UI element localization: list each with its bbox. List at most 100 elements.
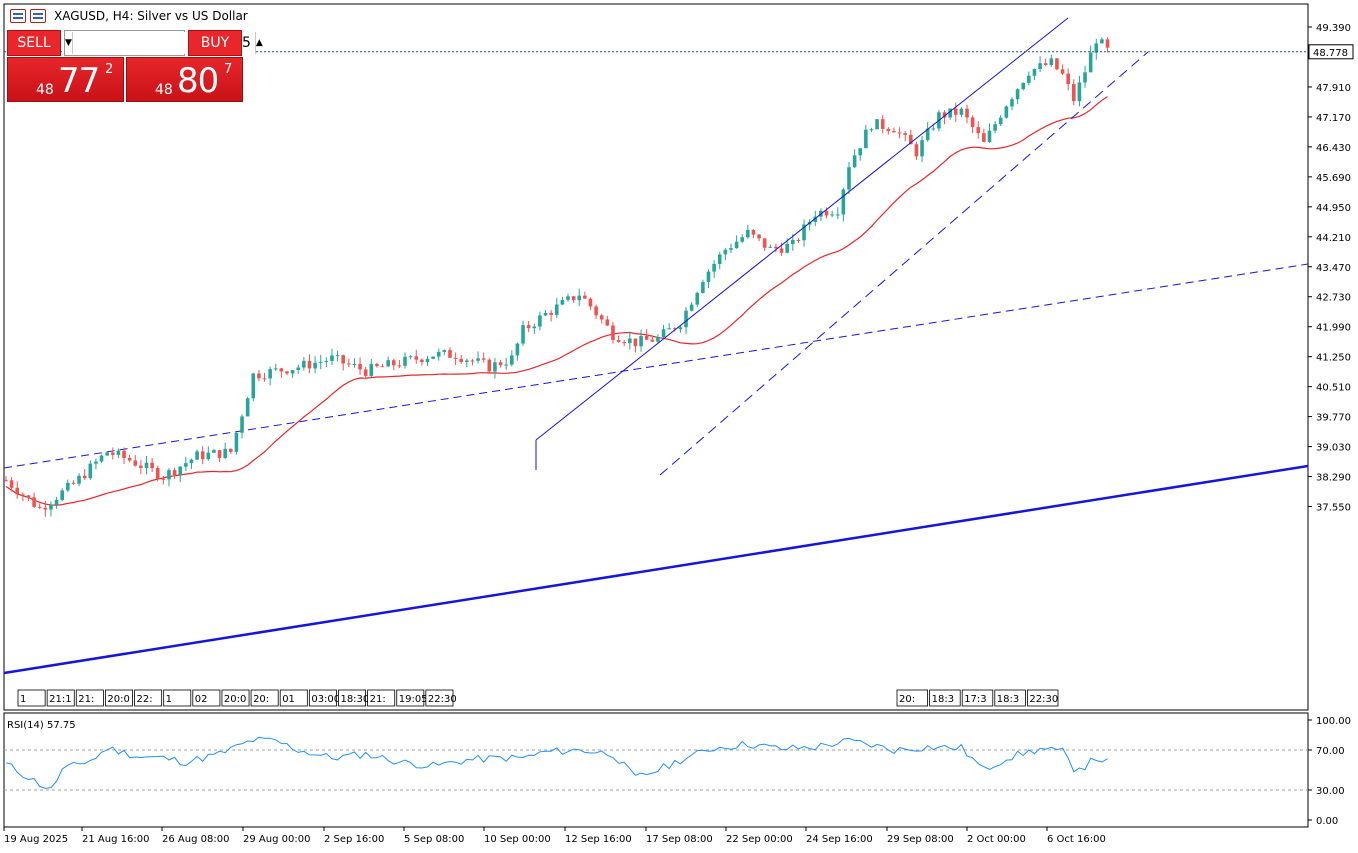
sell-price-button[interactable]: 48 77 2 <box>7 57 124 102</box>
channel-mid-line <box>659 51 1149 476</box>
time-tick-label: 29 Sep 08:00 <box>887 834 954 845</box>
candle-body <box>375 363 379 367</box>
candle-body <box>453 357 458 359</box>
candle-body <box>195 451 199 460</box>
candle-body <box>982 133 986 142</box>
price-tick-label: 39.030 <box>1316 443 1351 454</box>
candle-body <box>139 465 143 468</box>
menu-icon[interactable] <box>10 9 26 23</box>
candle-body <box>358 363 362 370</box>
candle-body <box>391 360 396 366</box>
price-tick-label: 40.510 <box>1316 383 1351 394</box>
candle-body <box>66 482 70 491</box>
candle-body <box>931 128 936 130</box>
candle-body <box>869 129 874 131</box>
candle-body <box>470 360 475 362</box>
session-label-box <box>1027 689 1059 707</box>
candle-body <box>689 304 694 311</box>
candle-body <box>656 336 660 342</box>
candle-body <box>526 325 531 329</box>
candle-body <box>571 296 576 301</box>
candle-body <box>15 487 20 495</box>
candle-body <box>481 358 486 360</box>
candle-body <box>813 216 818 222</box>
candle-body <box>88 463 93 479</box>
sell-button[interactable]: SELL <box>7 30 61 56</box>
sell-price-small: 48 <box>36 82 54 98</box>
dashed-trendline <box>3 263 1309 469</box>
candle-body <box>408 356 413 358</box>
lot-size-control: ▼ ▲ <box>64 30 263 56</box>
session-label: 20: <box>253 694 269 705</box>
candle-body <box>667 328 671 330</box>
price-tick-label: 41.250 <box>1316 353 1351 364</box>
candle-body <box>543 312 548 316</box>
time-tick-label: 24 Sep 16:00 <box>806 834 873 845</box>
candle-body <box>1088 52 1093 73</box>
candle-body <box>1038 63 1042 70</box>
candle-body <box>212 450 216 453</box>
candle-body <box>920 140 924 157</box>
candle-body <box>751 229 756 235</box>
buy-price-big: 80 <box>177 61 219 101</box>
time-tick-label: 12 Sep 16:00 <box>565 834 632 845</box>
candle-body <box>504 364 508 366</box>
candle-body <box>4 480 8 482</box>
candle-body <box>802 224 806 241</box>
candle-body <box>251 373 256 399</box>
session-label: 17:3 <box>964 694 986 705</box>
candle-body <box>279 368 284 372</box>
candle-body <box>639 335 643 347</box>
session-label-box <box>250 689 279 707</box>
candle-body <box>257 373 261 379</box>
candle-body <box>150 462 154 468</box>
candle-body <box>240 416 244 433</box>
time-tick-label: 26 Aug 08:00 <box>162 834 229 845</box>
session-label-box <box>163 689 192 707</box>
time-tick-label: 5 Sep 08:00 <box>404 834 464 845</box>
price-tick-label: 42.730 <box>1316 293 1351 304</box>
candle-body <box>397 365 402 367</box>
time-tick-label: 10 Sep 00:00 <box>484 834 551 845</box>
candle-body <box>26 495 31 498</box>
decrease-lot-icon[interactable]: ▼ <box>65 38 72 48</box>
candle-body <box>127 457 132 461</box>
candle-body <box>678 327 683 330</box>
candle-body <box>1055 58 1059 70</box>
time-tick-label: 6 Oct 16:00 <box>1047 834 1106 845</box>
candle-body <box>532 326 537 329</box>
session-label: 20:0 <box>107 694 129 705</box>
candle-body <box>909 134 913 145</box>
candle-body <box>43 507 48 510</box>
session-label: 03:00 <box>311 694 340 705</box>
time-tick-label: 17 Sep 08:00 <box>646 834 713 845</box>
candle-body <box>622 342 626 344</box>
buy-button[interactable]: BUY <box>188 30 242 56</box>
candle-body <box>538 315 542 327</box>
candle-body <box>178 466 183 475</box>
candle-body <box>1066 73 1070 85</box>
candle-body <box>1083 72 1087 83</box>
candle-body <box>796 240 801 242</box>
chart-symbol-icon <box>30 9 46 23</box>
candle-body <box>386 360 390 367</box>
candle-body <box>335 355 340 357</box>
candle-body <box>431 356 435 359</box>
session-label: 18:30 <box>340 694 369 705</box>
channel-upper-line <box>535 17 1069 441</box>
price-tick-label: 38.290 <box>1316 473 1351 484</box>
candle-body <box>628 338 632 344</box>
increase-lot-icon[interactable]: ▲ <box>255 38 263 48</box>
price-channel <box>535 17 1149 476</box>
candle-body <box>672 328 677 330</box>
buy-price-button[interactable]: 48 80 7 <box>126 57 243 102</box>
time-tick-label: 22 Sep 00:00 <box>726 834 793 845</box>
price-tick-label: 39.770 <box>1316 413 1351 424</box>
session-label: 19:05 <box>399 694 428 705</box>
candle-body <box>262 378 267 380</box>
session-label-box <box>75 689 104 707</box>
candle-body <box>268 369 272 379</box>
candle-body <box>223 448 227 458</box>
